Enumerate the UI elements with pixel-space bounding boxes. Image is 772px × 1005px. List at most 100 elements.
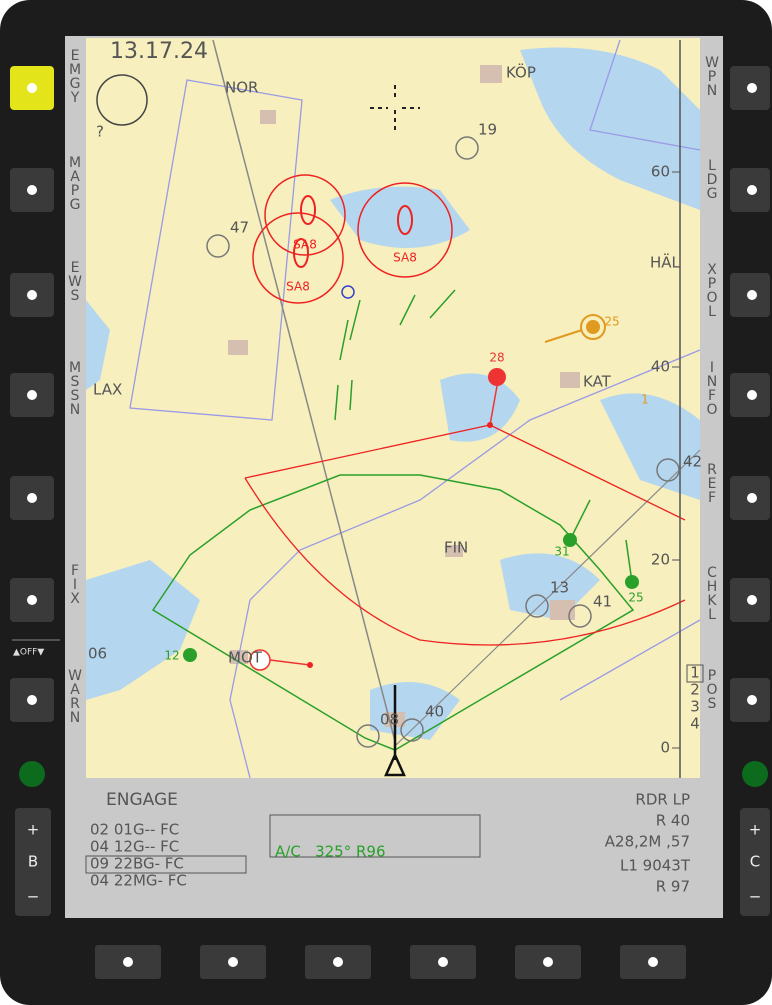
waypoint-label: 42	[683, 453, 702, 471]
place-label: KÖP	[506, 63, 536, 82]
contact	[341, 285, 355, 299]
button-dot	[27, 185, 37, 195]
button-dot	[27, 290, 37, 300]
indicator-light	[19, 761, 45, 787]
pos-box	[686, 664, 704, 683]
place-label: KAT	[583, 373, 612, 391]
ownship	[384, 685, 406, 777]
pos-number: 2	[690, 681, 700, 699]
waypoint-label: 08	[380, 711, 399, 729]
lakes	[86, 47, 700, 740]
towns	[228, 65, 580, 727]
contact-vector	[269, 659, 311, 666]
pos-number: 4	[690, 715, 700, 733]
button-dot	[27, 493, 37, 503]
threat-marker	[397, 205, 413, 235]
right-label: XPOL	[704, 262, 720, 318]
contact-vector	[489, 385, 498, 426]
rocker-button[interactable]	[15, 808, 51, 916]
left-label: WARN	[67, 668, 83, 724]
threat-ring	[252, 212, 344, 304]
threat-label: SA8	[286, 280, 310, 294]
pos-number: 1	[690, 664, 700, 682]
right-label: LDG	[704, 158, 720, 200]
button-dot	[27, 83, 37, 93]
button-dot	[747, 290, 757, 300]
range-label: 20	[651, 551, 670, 569]
readout: A28,2M ,57	[605, 833, 690, 851]
engagement-zone	[151, 474, 635, 751]
readout: RDR LP	[635, 791, 690, 809]
indicator-light	[742, 761, 768, 787]
pos-number: 3	[690, 698, 700, 716]
rocker-label: B	[28, 853, 38, 871]
button-dot	[747, 695, 757, 705]
off-label: ▲OFF▼	[13, 648, 44, 658]
button-dot	[747, 595, 757, 605]
range-label: 60	[651, 163, 670, 181]
target-row: 09 22BG- FC	[90, 855, 184, 873]
target-row: 04 22MG- FC	[90, 872, 187, 890]
button-dot	[648, 957, 658, 967]
contact	[586, 320, 600, 334]
readout: L1 9043T	[620, 857, 691, 875]
button-dot	[747, 185, 757, 195]
waypoint	[525, 594, 549, 618]
status-box	[269, 814, 481, 858]
contact	[183, 648, 197, 662]
left-label: MAPG	[67, 155, 83, 211]
waypoint-label: 06	[88, 645, 107, 663]
waypoint	[656, 458, 680, 482]
clock: 13.17.24	[110, 39, 208, 64]
contact	[488, 368, 506, 386]
waypoint	[206, 234, 230, 258]
button-dot	[27, 595, 37, 605]
rocker-minus: −	[27, 888, 40, 906]
place-label: MOT	[228, 649, 263, 667]
rocker-plus: +	[27, 821, 40, 839]
track-line	[212, 39, 397, 746]
rocker-button[interactable]	[740, 808, 770, 916]
contact-point	[307, 662, 313, 668]
waypoint-label: 41	[593, 593, 612, 611]
contact-label: 25	[604, 315, 619, 329]
place-label: FIN	[444, 539, 468, 557]
threat-ring	[264, 174, 346, 256]
range-label: 0	[660, 739, 670, 757]
place-label: LAX	[93, 381, 122, 399]
button-dot	[543, 957, 553, 967]
place-label: NOR	[225, 79, 258, 97]
track-line	[395, 449, 701, 746]
contact-point	[487, 422, 493, 428]
boundaries	[129, 39, 701, 779]
right-label: REF	[704, 462, 720, 504]
waypoint	[568, 604, 592, 628]
contact-vector	[544, 329, 583, 343]
friendly-tracks	[334, 289, 633, 583]
cursor	[370, 85, 420, 130]
threat-label: SA8	[393, 251, 417, 265]
button-dot	[27, 695, 37, 705]
threat-marker	[300, 195, 316, 225]
button-dot	[27, 390, 37, 400]
button-dot	[123, 957, 133, 967]
waypoint-label: 40	[425, 703, 444, 721]
rocker-minus: −	[749, 888, 762, 906]
button-dot	[747, 83, 757, 93]
threat-marker	[293, 238, 309, 268]
target-highlight	[85, 855, 247, 874]
button-dot	[333, 957, 343, 967]
contact-label: 28	[489, 351, 504, 365]
contact-label: 31	[554, 545, 569, 559]
status-text: A/C 325° R96	[275, 843, 386, 861]
place-label: HÄL	[650, 253, 681, 272]
left-label: EMGY	[67, 48, 83, 104]
rocker-plus: +	[749, 821, 762, 839]
button-dot	[747, 493, 757, 503]
waypoint-label: 13	[550, 579, 569, 597]
left-label: EWS	[67, 260, 83, 302]
right-label: WPN	[704, 55, 720, 97]
readout: R 97	[656, 878, 690, 896]
contact-label: 25	[628, 591, 643, 605]
